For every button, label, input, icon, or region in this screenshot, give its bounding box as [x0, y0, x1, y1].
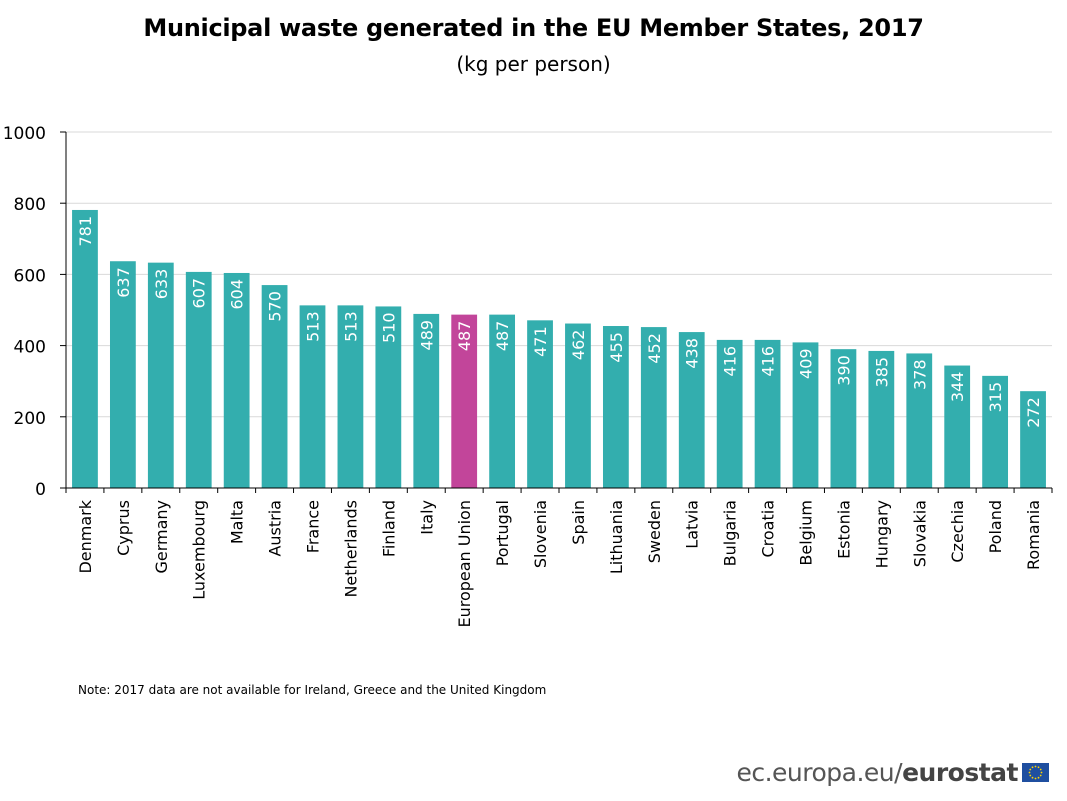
y-tick-label: 400: [14, 338, 46, 358]
bar: [413, 313, 440, 488]
x-tick-label: France: [304, 500, 323, 553]
x-tick-label: Hungary: [872, 500, 891, 568]
bar-chart: 0 200 400 600 800 1000 781 637 633 607 604 570 513 5…: [3, 124, 1053, 628]
bars: [72, 209, 1046, 489]
x-tick-label: Austria: [266, 500, 285, 557]
x-tick-label: Denmark: [76, 499, 95, 573]
bar: [451, 314, 478, 488]
bar: [185, 271, 212, 488]
y-tick-label: 800: [14, 195, 46, 215]
x-tick-label: Finland: [379, 500, 398, 557]
bar: [299, 305, 326, 488]
value-label: 416: [721, 346, 740, 377]
bar: [261, 285, 288, 488]
chart-title: Municipal waste generated in the EU Memb…: [143, 14, 924, 42]
source-brand: eurostat: [902, 758, 1018, 787]
value-label: 781: [76, 216, 95, 247]
y-tick-label: 600: [14, 266, 46, 286]
value-label: 489: [417, 320, 436, 351]
value-label: 513: [304, 311, 323, 342]
value-label: 409: [797, 348, 816, 379]
bar: [109, 261, 136, 488]
x-tick-label: Luxembourg: [190, 500, 209, 600]
value-label: 416: [759, 346, 778, 377]
bar: [792, 342, 819, 488]
bar: [906, 353, 933, 488]
x-axis-ticks: Denmark Cyprus Germany Luxembourg Malta Austr…: [65, 488, 1053, 628]
bar: [640, 327, 667, 488]
bar: [147, 262, 174, 488]
value-label: 637: [114, 267, 133, 298]
value-label: 607: [190, 278, 209, 309]
y-tick-label: 200: [14, 409, 46, 429]
source-site: ec.europa.eu/: [736, 758, 903, 787]
value-label: 452: [645, 333, 664, 364]
x-tick-label: Latvia: [683, 500, 702, 549]
bar: [754, 339, 781, 488]
x-tick-label: Belgium: [797, 500, 816, 566]
y-tick-label: 1000: [3, 124, 46, 144]
value-label: 604: [228, 279, 247, 310]
value-label: 633: [152, 269, 171, 300]
x-tick-label: European Union: [455, 500, 474, 628]
value-label: 344: [948, 372, 967, 403]
x-tick-label: Poland: [986, 500, 1005, 553]
value-label: 390: [834, 355, 853, 386]
value-label: 510: [379, 312, 398, 343]
y-tick-label: 0: [35, 480, 46, 500]
x-tick-label: Italy: [417, 500, 436, 535]
x-tick-label: Slovakia: [910, 500, 929, 567]
bar: [527, 320, 553, 488]
bar: [337, 305, 364, 488]
bar: [830, 349, 857, 488]
bar: [716, 339, 743, 488]
value-label: 272: [1024, 397, 1043, 428]
x-tick-label: Romania: [1024, 500, 1043, 570]
chart-subtitle: (kg per person): [456, 52, 611, 76]
bar: [223, 272, 250, 488]
value-label: 455: [607, 332, 626, 363]
bar: [602, 326, 629, 488]
value-labels: 781 637 633 607 604 570 513 513 510 489 487 487 471 4…: [76, 216, 1043, 428]
x-tick-label: Estonia: [834, 500, 853, 559]
bar: [565, 323, 591, 488]
x-tick-label: Malta: [228, 500, 247, 544]
value-label: 438: [683, 338, 702, 369]
x-tick-label: Czechia: [948, 500, 967, 563]
x-tick-label: Lithuania: [607, 500, 626, 574]
eu-flag-icon: [1022, 763, 1049, 782]
x-tick-label: Germany: [152, 500, 171, 574]
bar: [375, 306, 402, 488]
x-tick-label: Croatia: [759, 500, 778, 558]
bar: [678, 332, 705, 488]
x-tick-label: Netherlands: [341, 500, 360, 598]
x-tick-label: Cyprus: [114, 500, 133, 556]
source-credit: ec.europa.eu/eurostat: [736, 758, 1018, 787]
value-label: 385: [872, 357, 891, 388]
bar: [868, 350, 895, 488]
bar: [1020, 391, 1046, 488]
value-label: 462: [569, 330, 588, 361]
footnote: Note: 2017 data are not available for Ir…: [78, 683, 547, 697]
value-label: 378: [910, 359, 929, 390]
value-label: 315: [986, 382, 1005, 413]
value-label: 471: [531, 326, 550, 357]
value-label: 513: [341, 311, 360, 342]
gridlines: [66, 131, 1052, 418]
axes: [65, 132, 1052, 489]
x-tick-label: Portugal: [493, 500, 512, 566]
x-tick-label: Spain: [569, 500, 588, 545]
value-label: 487: [493, 321, 512, 352]
value-label: 570: [266, 291, 285, 322]
bar: [944, 365, 971, 488]
bar: [489, 314, 516, 488]
x-tick-label: Bulgaria: [721, 500, 740, 566]
bar: [982, 375, 1009, 488]
y-axis-ticks: 0 200 400 600 800 1000: [3, 124, 66, 500]
value-label: 487: [455, 321, 474, 352]
x-tick-label: Sweden: [645, 500, 664, 563]
x-tick-label: Slovenia: [531, 500, 550, 568]
bar: [72, 209, 98, 489]
